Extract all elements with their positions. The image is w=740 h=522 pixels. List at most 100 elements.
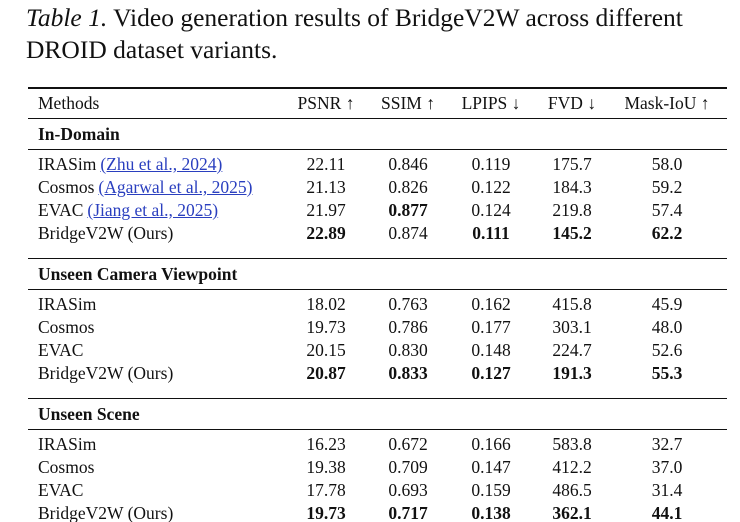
value-cell: 0.672 — [388, 434, 428, 454]
value-cell: 0.122 — [471, 177, 511, 197]
column-header: Methods — [38, 93, 100, 113]
column-header: Mask-IoU ↑ — [624, 93, 710, 113]
method-cell: Cosmos — [38, 456, 94, 478]
value-cell: 0.111 — [472, 223, 510, 243]
value-cell: 21.97 — [306, 200, 346, 220]
value-cell: 32.7 — [651, 434, 683, 454]
value-cell: 57.4 — [651, 200, 683, 220]
method-name: IRASim — [38, 294, 97, 314]
value-cell: 415.8 — [552, 294, 592, 314]
value-cell: 0.693 — [388, 480, 428, 500]
value-cell: 303.1 — [552, 317, 592, 337]
value-cell: 21.13 — [306, 177, 346, 197]
value-cell: 19.73 — [306, 503, 346, 522]
method-name: BridgeV2W (Ours) — [38, 503, 174, 522]
value-cell: 22.89 — [306, 223, 346, 243]
method-name: EVAC — [38, 200, 84, 220]
value-cell: 0.826 — [388, 177, 428, 197]
column-header: SSIM ↑ — [381, 93, 435, 113]
citation-link[interactable]: (Agarwal et al., 2025) — [98, 177, 253, 197]
value-cell: 20.15 — [306, 340, 346, 360]
value-cell: 0.138 — [471, 503, 511, 522]
method-cell: EVAC (Jiang et al., 2025) — [38, 199, 218, 221]
value-cell: 583.8 — [552, 434, 592, 454]
value-cell: 0.846 — [388, 154, 428, 174]
column-header: PSNR ↑ — [297, 93, 355, 113]
method-name: EVAC — [38, 340, 84, 360]
method-cell: IRASim (Zhu et al., 2024) — [38, 153, 222, 175]
value-cell: 37.0 — [651, 457, 683, 477]
column-header: LPIPS ↓ — [461, 93, 521, 113]
method-name: EVAC — [38, 480, 84, 500]
value-cell: 22.11 — [306, 154, 346, 174]
method-cell: Cosmos — [38, 316, 94, 338]
value-cell: 55.3 — [651, 363, 683, 383]
value-cell: 45.9 — [651, 294, 683, 314]
value-cell: 412.2 — [552, 457, 592, 477]
caption-label: Table 1. — [26, 3, 108, 32]
method-name: BridgeV2W (Ours) — [38, 223, 174, 243]
value-cell: 224.7 — [552, 340, 592, 360]
value-cell: 19.38 — [306, 457, 346, 477]
value-cell: 19.73 — [306, 317, 346, 337]
section-title: Unseen Camera Viewpoint — [38, 264, 238, 284]
section-title: In-Domain — [38, 124, 120, 144]
method-cell: BridgeV2W (Ours) — [38, 502, 173, 522]
rule — [28, 118, 727, 119]
value-cell: 0.159 — [471, 480, 511, 500]
method-name: Cosmos — [38, 177, 95, 197]
method-cell: EVAC — [38, 339, 83, 361]
value-cell: 0.162 — [471, 294, 511, 314]
value-cell: 62.2 — [651, 223, 683, 243]
value-cell: 16.23 — [306, 434, 346, 454]
rule — [28, 258, 727, 259]
column-header: FVD ↓ — [547, 93, 597, 113]
value-cell: 52.6 — [651, 340, 683, 360]
value-cell: 20.87 — [306, 363, 346, 383]
value-cell: 31.4 — [651, 480, 683, 500]
value-cell: 219.8 — [552, 200, 592, 220]
method-cell: IRASim — [38, 293, 96, 315]
value-cell: 0.148 — [471, 340, 511, 360]
value-cell: 0.874 — [388, 223, 428, 243]
value-cell: 0.763 — [388, 294, 428, 314]
value-cell: 0.786 — [388, 317, 428, 337]
value-cell: 17.78 — [306, 480, 346, 500]
method-cell: BridgeV2W (Ours) — [38, 222, 173, 244]
value-cell: 0.127 — [471, 363, 511, 383]
method-name: IRASim — [38, 154, 97, 174]
value-cell: 0.833 — [388, 363, 428, 383]
caption-text: Video generation results of BridgeV2W ac… — [26, 3, 683, 64]
value-cell: 362.1 — [552, 503, 592, 522]
citation-link[interactable]: (Jiang et al., 2025) — [87, 200, 219, 220]
value-cell: 18.02 — [306, 294, 346, 314]
method-cell: Cosmos (Agarwal et al., 2025) — [38, 176, 252, 198]
rule — [28, 149, 727, 150]
method-cell: EVAC — [38, 479, 83, 501]
value-cell: 58.0 — [651, 154, 683, 174]
value-cell: 0.147 — [471, 457, 511, 477]
rule — [28, 289, 727, 290]
rule — [28, 87, 727, 89]
value-cell: 175.7 — [552, 154, 592, 174]
citation-link[interactable]: (Zhu et al., 2024) — [100, 154, 223, 174]
method-name: IRASim — [38, 434, 97, 454]
value-cell: 0.830 — [388, 340, 428, 360]
value-cell: 0.119 — [471, 154, 511, 174]
value-cell: 0.177 — [471, 317, 511, 337]
value-cell: 0.877 — [388, 200, 428, 220]
value-cell: 184.3 — [552, 177, 592, 197]
method-cell: IRASim — [38, 433, 96, 455]
section-title: Unseen Scene — [38, 404, 140, 424]
value-cell: 145.2 — [552, 223, 592, 243]
value-cell: 44.1 — [651, 503, 683, 522]
method-name: Cosmos — [38, 317, 95, 337]
rule — [28, 398, 727, 399]
value-cell: 48.0 — [651, 317, 683, 337]
value-cell: 191.3 — [552, 363, 592, 383]
value-cell: 0.166 — [471, 434, 511, 454]
value-cell: 59.2 — [651, 177, 683, 197]
rule — [28, 429, 727, 430]
method-name: Cosmos — [38, 457, 95, 477]
value-cell: 0.124 — [471, 200, 511, 220]
